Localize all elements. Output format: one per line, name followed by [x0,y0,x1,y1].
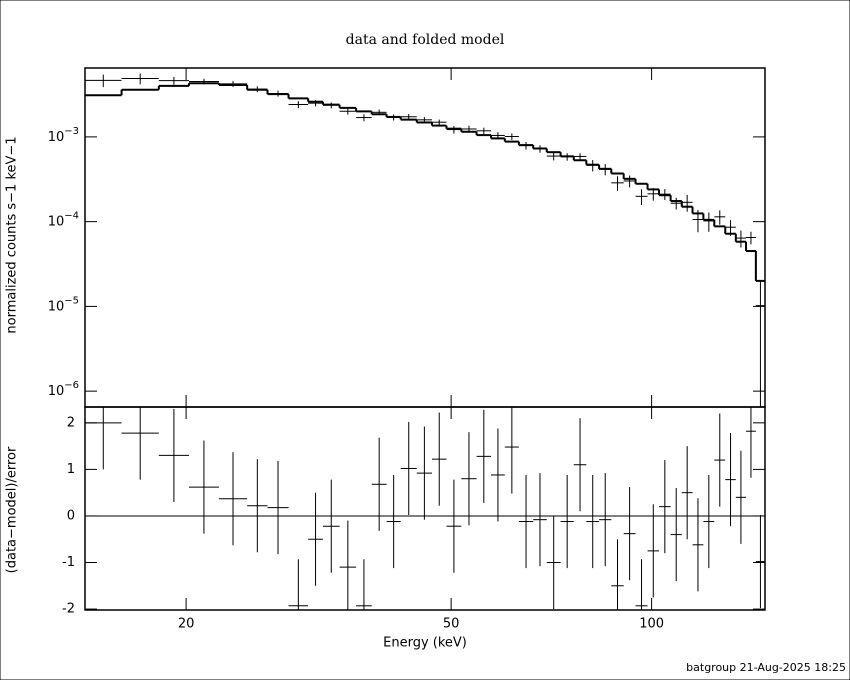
y-tick-exponent: −4 [64,211,79,222]
bottom-frame [84,406,766,611]
y-tick-label: 10−3 [48,126,79,145]
y-tick-base: 10 [48,384,65,399]
y-tick-label: 0 [67,508,75,523]
chart-title: data and folded model [346,32,505,48]
y-axis-label: (data−model)/error [5,446,20,573]
x-tick-label: 100 [639,617,664,632]
y-tick-base: 10 [48,299,65,314]
x-tick-label: 20 [178,617,195,632]
footer: batgroup 21-Aug-2025 18:25 [686,661,846,674]
y-tick-label: -2 [62,602,75,617]
y-tick-exponent: −6 [64,380,79,391]
y-tick-label: -1 [62,555,75,570]
y-tick-base: 10 [48,129,65,144]
x-axis-label: Energy (keV) [383,636,467,651]
y-tick-label: 2 [67,415,75,430]
y-tick-label: 10−4 [48,211,79,230]
y-tick-label: 10−6 [48,380,79,399]
y-tick-label: 10−5 [48,295,79,314]
y-tick-base: 10 [48,214,65,229]
y-tick-exponent: −3 [64,126,79,137]
x-tick-label: 50 [443,617,460,632]
y-axis-label: normalized counts s−1 keV−1 [5,136,20,333]
y-tick-label: 1 [67,462,75,477]
y-tick-exponent: −5 [64,295,79,306]
